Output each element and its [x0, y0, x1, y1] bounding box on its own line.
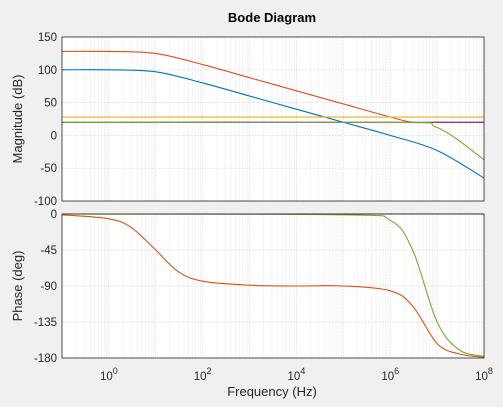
- magnitude-series-1-line: [61, 69, 485, 179]
- magnitude-axes-box: [61, 36, 485, 202]
- phase-y-tick-label: -180: [34, 353, 57, 365]
- magnitude-panel: 150 100 50 0 -50 -100 Magnitude (dB): [10, 32, 485, 208]
- magnitude-y-tick-label: -100: [34, 196, 57, 208]
- phase-axes-box: [61, 213, 485, 359]
- x-axis-label: Frequency (Hz): [227, 384, 317, 399]
- magnitude-y-tick-label: 100: [38, 65, 57, 77]
- x-tick-label: 100: [100, 366, 118, 383]
- x-tick-label: 106: [381, 366, 399, 383]
- phase-grid: [61, 213, 485, 359]
- x-tick-label: 102: [194, 366, 212, 383]
- x-tick-label: 104: [288, 366, 306, 383]
- phase-y-tick-label: -45: [40, 245, 57, 257]
- magnitude-series-5-line: [61, 121, 485, 161]
- phase-panel: 0 -45 -90 -135 -180 Phase (deg): [10, 209, 485, 365]
- magnitude-y-tick-label: 150: [38, 32, 57, 44]
- phase-series-2-line: [61, 214, 485, 358]
- magnitude-y-tick-label: 50: [44, 98, 57, 110]
- magnitude-lines: [61, 50, 485, 179]
- phase-y-tick-label: 0: [51, 209, 57, 221]
- magnitude-y-axis-label: Magnitude (dB): [10, 75, 25, 164]
- magnitude-plot-area: [62, 37, 484, 201]
- phase-y-tick-label: -90: [40, 281, 57, 293]
- x-tick-label: 108: [475, 366, 493, 383]
- x-ticks: 100 102 104 106 108: [100, 366, 493, 383]
- magnitude-y-tick-label: 0: [51, 130, 57, 142]
- magnitude-y-tick-label: -50: [40, 163, 57, 175]
- magnitude-y-ticks: 150 100 50 0 -50 -100: [34, 32, 57, 208]
- phase-y-tick-label: -135: [34, 317, 57, 329]
- phase-y-ticks: 0 -45 -90 -135 -180: [34, 209, 57, 365]
- chart-title: Bode Diagram: [228, 10, 316, 25]
- phase-y-axis-label: Phase (deg): [10, 251, 25, 322]
